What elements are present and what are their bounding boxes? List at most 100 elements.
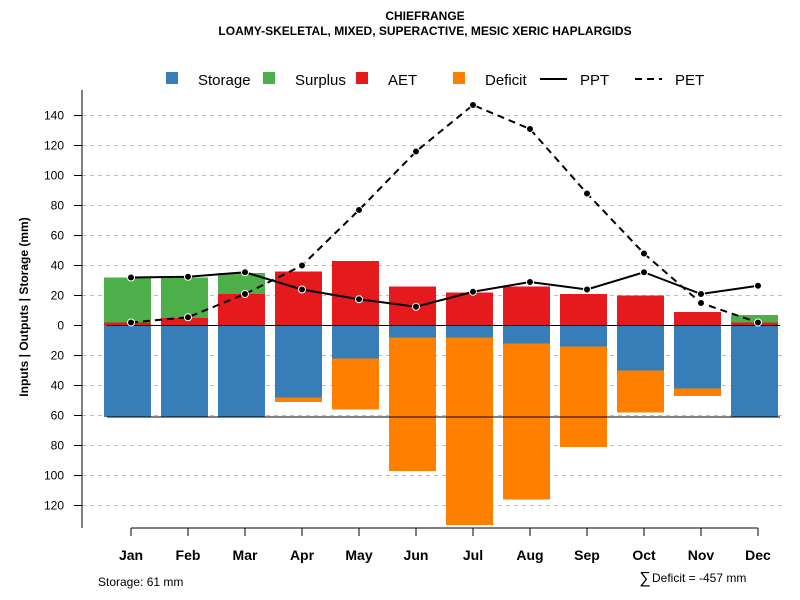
y-tick-label: 20 xyxy=(51,349,65,363)
aet-bar xyxy=(275,271,322,326)
x-tick-label: Sep xyxy=(574,547,600,563)
lines xyxy=(127,101,762,327)
surplus-bar xyxy=(731,315,778,323)
storage-bar xyxy=(104,325,151,417)
x-tick-label: Feb xyxy=(176,547,201,563)
storage-bar xyxy=(674,325,721,389)
legend-label-deficit: Deficit xyxy=(485,72,528,89)
y-tick-label: 80 xyxy=(51,199,65,213)
y-tick-label: 0 xyxy=(57,319,64,333)
y-tick-label: 140 xyxy=(44,109,64,123)
ppt-point xyxy=(469,287,477,296)
ppt-point xyxy=(241,268,249,277)
y-tick-label: 60 xyxy=(51,229,65,243)
y-tick-label: 80 xyxy=(51,439,65,453)
storage-bar xyxy=(161,325,208,417)
pet-point xyxy=(127,318,135,327)
legend-swatch-surplus xyxy=(263,72,275,84)
ppt-point xyxy=(583,285,591,294)
storage-bar xyxy=(446,325,493,338)
surplus-bar xyxy=(104,277,151,323)
deficit-bar xyxy=(332,358,379,410)
ppt-point xyxy=(697,290,705,298)
aet-bar xyxy=(674,312,721,326)
pet-line xyxy=(130,103,759,324)
x-tick-label: Mar xyxy=(233,547,258,563)
x-tick-label: Jun xyxy=(404,547,429,563)
legend-label-ppt: PPT xyxy=(580,72,609,89)
x-tick-label: May xyxy=(345,547,372,563)
aet-bar xyxy=(503,286,550,326)
storage-bar xyxy=(275,325,322,398)
surplus-bar xyxy=(161,277,208,318)
surplus-bar xyxy=(218,273,265,294)
pet-point xyxy=(241,290,249,298)
x-axis: Jan Feb Mar Apr May Jun Jul Aug Sep Oct Nov Dec xyxy=(119,527,771,563)
ppt-point xyxy=(754,281,762,290)
pet-point xyxy=(184,313,192,322)
y-tick-label: 20 xyxy=(51,289,65,303)
deficit-bar xyxy=(389,337,436,471)
deficit-footnote: Deficit = -457 mm xyxy=(652,571,746,585)
ppt-point xyxy=(526,278,534,286)
chart-title: CHIEFRANGE xyxy=(385,9,464,23)
x-tick-label: Dec xyxy=(745,547,771,563)
storage-bar xyxy=(218,325,265,417)
x-tick-label: Apr xyxy=(290,547,315,563)
x-tick-label: Aug xyxy=(516,547,543,563)
aet-bar xyxy=(560,294,607,326)
storage-bar xyxy=(332,325,379,359)
storage-footnote: Storage: 61 mm xyxy=(98,575,183,589)
legend-label-surplus: Surplus xyxy=(295,72,346,89)
ppt-line xyxy=(130,271,759,308)
legend-swatch-storage xyxy=(166,72,178,84)
y-tick-label: 40 xyxy=(51,259,65,273)
deficit-bar xyxy=(503,343,550,500)
pet-point xyxy=(640,249,648,258)
storage-bar xyxy=(617,325,664,371)
aet-bar xyxy=(332,261,379,326)
deficit-bar xyxy=(446,337,493,525)
deficit-bar xyxy=(617,370,664,413)
deficit-bar xyxy=(674,388,721,396)
x-tick-label: Oct xyxy=(632,547,656,563)
legend-swatch-deficit xyxy=(453,72,465,84)
aet-bar xyxy=(161,318,208,326)
y-axis: 140 120 100 80 60 40 20 0 20 40 60 80 100 120 xyxy=(44,90,83,528)
ppt-point xyxy=(355,295,363,304)
aet-bar xyxy=(446,292,493,326)
legend-swatch-aet xyxy=(356,72,368,84)
pet-point xyxy=(526,125,534,133)
ppt-point xyxy=(640,268,648,277)
ppt-point xyxy=(127,273,135,282)
pet-point xyxy=(583,189,591,198)
pet-point xyxy=(412,147,420,156)
legend: Storage Surplus AET Deficit PPT PET xyxy=(166,72,704,89)
pet-point xyxy=(697,299,705,307)
ppt-point xyxy=(184,272,192,281)
deficit-bar xyxy=(560,346,607,447)
sum-icon: ∑ xyxy=(639,570,650,587)
storage-bar xyxy=(731,325,778,417)
aet-bar xyxy=(218,294,265,326)
y-tick-label: 100 xyxy=(44,469,64,483)
y-tick-label: 100 xyxy=(44,169,64,183)
pet-point xyxy=(469,101,477,109)
y-axis-label: Inputs | Outputs | Storage (mm) xyxy=(17,217,31,396)
ppt-point xyxy=(298,285,306,294)
y-tick-label: 60 xyxy=(51,409,65,423)
storage-bar xyxy=(560,325,607,347)
legend-label-pet: PET xyxy=(675,72,704,89)
y-tick-label: 40 xyxy=(51,379,65,393)
y-tick-label: 120 xyxy=(44,499,64,513)
chart-subtitle: LOAMY-SKELETAL, MIXED, SUPERACTIVE, MESI… xyxy=(218,24,631,38)
ppt-point xyxy=(412,302,420,311)
pet-point xyxy=(754,318,762,327)
pet-point xyxy=(298,261,306,270)
pet-point xyxy=(355,206,363,214)
storage-bar xyxy=(503,325,550,344)
legend-label-aet: AET xyxy=(388,72,417,89)
x-tick-label: Jan xyxy=(119,547,143,563)
aet-bar xyxy=(617,295,664,326)
